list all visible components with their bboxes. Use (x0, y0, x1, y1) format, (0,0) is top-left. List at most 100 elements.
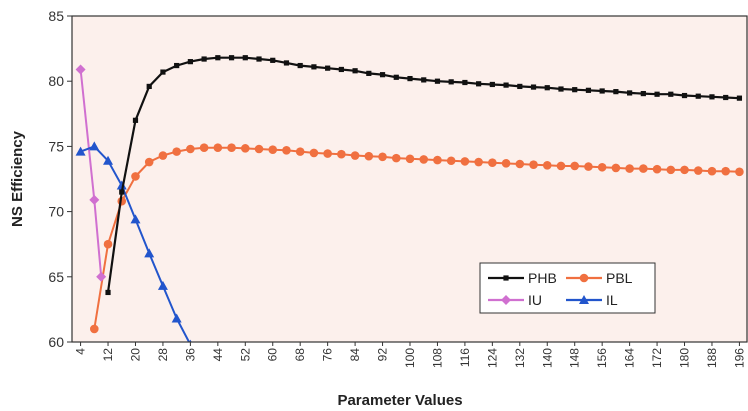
y-tick-label: 85 (48, 8, 64, 24)
x-tick-label: 156 (595, 348, 609, 368)
series-pbl-point (597, 162, 607, 172)
series-pbl-point (515, 159, 525, 169)
series-phb-point (558, 86, 564, 92)
series-pbl-point (680, 165, 689, 175)
series-pbl-point (433, 155, 442, 165)
series-phb-point (119, 189, 125, 195)
series-phb-point (585, 87, 592, 93)
series-pbl-point (721, 166, 730, 176)
series-phb-point (311, 64, 317, 70)
legend-marker-iu (501, 295, 511, 305)
series-pbl-point (378, 152, 387, 162)
series-il-point (89, 141, 100, 151)
x-tick-label: 4 (74, 348, 88, 355)
series-phb-point (132, 117, 139, 123)
legend-label-phb: PHB (528, 270, 557, 286)
x-tick-label: 132 (513, 348, 527, 368)
series-phb-point (736, 95, 743, 101)
legend-label-il: IL (606, 292, 618, 308)
x-tick-label: 68 (293, 348, 307, 362)
series-phb-point (256, 56, 262, 62)
series-phb-point (187, 59, 193, 65)
series-pbl-point (213, 143, 223, 153)
series-phb-point (599, 88, 605, 94)
series-phb-point (517, 83, 523, 90)
series-pbl-point (186, 144, 195, 154)
series-pbl-point (405, 154, 415, 164)
legend-item-pbl: PBL (566, 270, 633, 286)
series-pbl (90, 143, 744, 334)
series-iu-point (75, 64, 86, 75)
x-tick-label: 76 (321, 348, 335, 362)
series-pbl-point (584, 162, 593, 171)
series-phb-point (393, 74, 399, 80)
x-tick-label: 180 (678, 348, 692, 368)
series-pbl-point (666, 165, 676, 175)
y-tick-label: 65 (48, 269, 64, 285)
series-il-point (157, 280, 168, 290)
legend-marker-il (579, 295, 589, 304)
series-phb-point (352, 68, 358, 74)
series-pbl-point (735, 167, 744, 177)
series-pbl-point (172, 147, 181, 156)
series-pbl-point (529, 160, 538, 169)
x-tick-label: 28 (156, 348, 170, 362)
x-tick-label: 36 (183, 348, 197, 362)
x-tick-label: 60 (266, 348, 280, 362)
series-phb-point (489, 81, 495, 88)
legend-marker-phb (503, 275, 509, 281)
series-il-point (116, 180, 127, 190)
series-pbl-point (131, 172, 140, 181)
series-phb-point (654, 91, 660, 97)
series-pbl-point (460, 157, 470, 166)
series-pbl-point (254, 144, 264, 154)
series-pbl-point (474, 157, 483, 167)
x-tick-label: 196 (732, 348, 746, 368)
series-pbl-point (488, 158, 497, 167)
series-phb-point (503, 82, 509, 88)
x-tick-label: 20 (128, 348, 142, 362)
series-phb-point (476, 81, 482, 87)
legend-label-pbl: PBL (606, 270, 633, 286)
series-layer (75, 55, 744, 342)
series-il-point (144, 248, 155, 258)
series-phb-point (613, 89, 619, 95)
series-pbl-point (158, 151, 168, 160)
series-pbl-point (240, 144, 250, 153)
x-tick-label: 148 (568, 348, 582, 368)
series-pbl-point (542, 161, 552, 170)
legend-label-iu: IU (528, 292, 542, 308)
series-iu-point (89, 194, 100, 205)
series-pbl-point (707, 166, 717, 176)
series-phb-point (228, 55, 235, 61)
series-phb-point (215, 55, 221, 61)
series-pbl-point (501, 159, 511, 168)
legend-box (479, 262, 656, 314)
series-pbl-point (556, 161, 566, 171)
series-pbl-point (419, 155, 429, 164)
legend-item-il: IL (566, 292, 618, 308)
series-phb-point (407, 75, 413, 82)
series-pbl-point (295, 147, 305, 156)
series-phb-point (640, 90, 646, 97)
series-pbl-point (90, 324, 99, 334)
x-tick-label: 140 (540, 348, 554, 368)
y-tick-label: 75 (48, 138, 64, 154)
series-phb-point (242, 55, 248, 61)
series-phb-point (668, 91, 674, 97)
series-pbl-point (282, 146, 291, 155)
series-phb-point (325, 65, 331, 71)
series-phb-point (530, 84, 537, 90)
series-pbl-point (309, 148, 319, 158)
y-axis-ticks: 60 65 70 75 80 85 (48, 8, 72, 350)
series-pbl-point (364, 151, 374, 161)
series-phb-point (283, 60, 290, 66)
x-tick-label: 100 (403, 348, 417, 368)
series-phb-point (338, 66, 344, 73)
y-tick-label: 70 (48, 204, 64, 220)
series-phb-point (297, 62, 303, 69)
series-pbl-point (103, 239, 113, 249)
series-pbl-point (391, 153, 401, 163)
series-phb-point (681, 92, 688, 99)
